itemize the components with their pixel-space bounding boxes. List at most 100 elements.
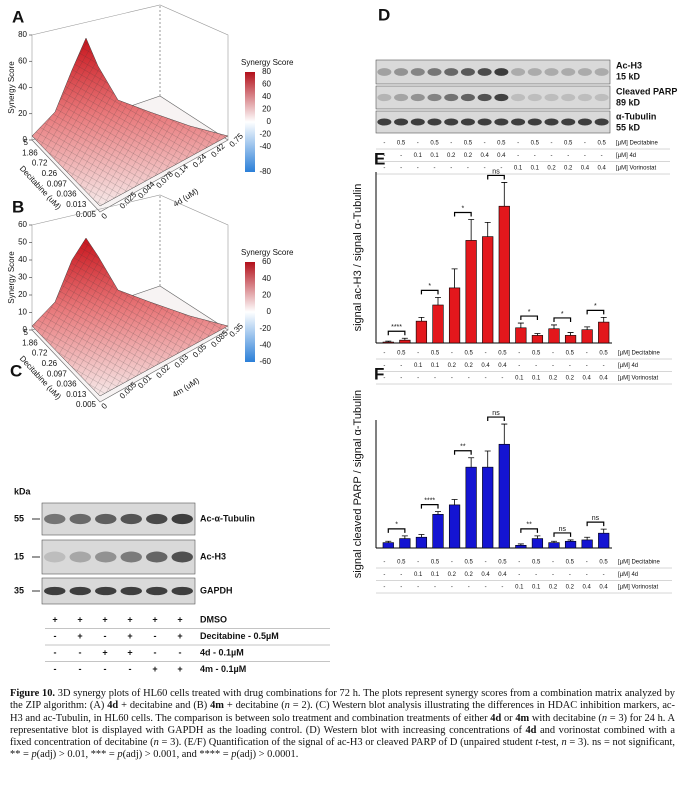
significance-label: * — [561, 311, 564, 318]
condition-cell: 0.5 — [532, 351, 541, 357]
condition-cell: 0.1 — [532, 376, 541, 382]
band — [477, 68, 492, 76]
condition-cell: 0.2 — [564, 166, 573, 172]
significance-bracket — [420, 504, 439, 509]
significance-bracket — [586, 309, 605, 315]
band — [494, 93, 509, 102]
colorbar-tick-label: -60 — [259, 357, 271, 366]
caption-text: = 2). (C) Western blot analysis illustra… — [10, 700, 675, 724]
condition-label: 4d - 0.1µM — [200, 647, 244, 657]
condition-cell: 0.1 — [414, 363, 423, 369]
bar — [465, 240, 477, 344]
colorbar-tick-label: 40 — [262, 274, 271, 283]
condition-cell: 0.5 — [566, 351, 575, 357]
bar — [465, 466, 477, 549]
condition-cell: 0.2 — [566, 585, 575, 591]
x-tick-label: 0.036 — [57, 380, 78, 389]
bar — [415, 320, 428, 344]
condition-cell: 0.1 — [514, 166, 523, 172]
condition-cell: - — [400, 166, 402, 172]
panel-letter: B — [12, 197, 24, 216]
condition-cell: + — [152, 664, 157, 674]
condition-cell: - — [154, 647, 157, 657]
blot-label: Ac-H3 — [616, 60, 642, 70]
condition-cell: 0.5 — [498, 560, 507, 566]
unit: kDa — [14, 486, 32, 496]
bar — [515, 545, 527, 549]
band — [171, 586, 193, 596]
condition-cell: - — [383, 141, 385, 147]
condition-cell: 0.5 — [532, 560, 541, 566]
colorbar-tick-label: 60 — [262, 80, 271, 89]
band — [69, 513, 91, 525]
condition-cell: 0.5 — [465, 560, 474, 566]
bar — [531, 538, 544, 549]
blot-label: α-Tubulin — [616, 111, 656, 121]
band — [69, 551, 91, 563]
error-bar — [435, 297, 441, 305]
band — [410, 118, 425, 126]
colorbar-tick-label: 60 — [262, 257, 271, 266]
significance-bracket — [453, 211, 472, 217]
condition-cell: 0.5 — [497, 141, 506, 147]
condition-cell: - — [417, 560, 419, 566]
condition-label: [µM] Decitabine — [618, 560, 660, 566]
band — [577, 93, 592, 102]
condition-cell: + — [77, 614, 82, 624]
condition-cell: + — [127, 631, 132, 641]
colorbar-tick-label: 80 — [262, 67, 271, 76]
band — [120, 551, 142, 563]
y-tick-label: 0.35 — [228, 321, 246, 339]
band — [511, 118, 526, 126]
condition-cell: 0.2 — [447, 153, 456, 159]
caption-text: n — [561, 737, 567, 749]
condition-cell: 0.1 — [515, 585, 524, 591]
condition-cell: - — [518, 363, 520, 369]
caption-text: 4m — [515, 712, 530, 724]
error-bar — [401, 535, 408, 539]
band — [477, 118, 492, 126]
condition-cell: - — [400, 572, 402, 578]
significance-label: * — [428, 283, 431, 290]
condition-cell: - — [485, 560, 487, 566]
significance-label: ** — [460, 444, 466, 451]
significance-bracket — [453, 450, 472, 455]
condition-cell: - — [501, 585, 503, 591]
condition-cell: - — [434, 376, 436, 382]
error-bar — [468, 219, 475, 241]
band — [527, 68, 542, 76]
z-tick-label: 50 — [18, 238, 27, 247]
condition-cell: - — [552, 363, 554, 369]
condition-cell: 0.5 — [566, 560, 575, 566]
band — [377, 68, 392, 76]
x-tick-label: 0.26 — [42, 169, 58, 178]
caption-text: p — [31, 749, 37, 761]
blot-size: 15 kD — [616, 71, 641, 81]
condition-cell: - — [485, 351, 487, 357]
condition-cell: - — [467, 166, 469, 172]
error-bar — [484, 450, 491, 468]
condition-cell: - — [104, 664, 107, 674]
significance-bracket — [553, 532, 572, 537]
condition-label: [µM] Decitabine — [618, 351, 660, 357]
condition-cell: 0.5 — [465, 351, 474, 357]
bar — [498, 205, 510, 344]
significance-bracket — [520, 528, 539, 533]
bar — [399, 538, 411, 549]
x-tick-label: 0.26 — [42, 359, 58, 368]
condition-cell: 0.1 — [431, 572, 440, 578]
significance-bracket — [387, 330, 406, 336]
condition-cell: 0.5 — [397, 560, 406, 566]
condition-cell: + — [127, 647, 132, 657]
bar — [482, 466, 494, 549]
condition-cell: - — [517, 141, 519, 147]
condition-cell: - — [400, 153, 402, 159]
colorbar-tick-label: 40 — [262, 92, 271, 101]
band — [394, 118, 409, 126]
band — [146, 551, 168, 563]
condition-cell: + — [77, 631, 82, 641]
caption-text: with decitabine ( — [529, 712, 602, 724]
error-bar — [468, 457, 475, 468]
condition-cell: - — [603, 572, 605, 578]
condition-cell: 0.1 — [531, 166, 540, 172]
